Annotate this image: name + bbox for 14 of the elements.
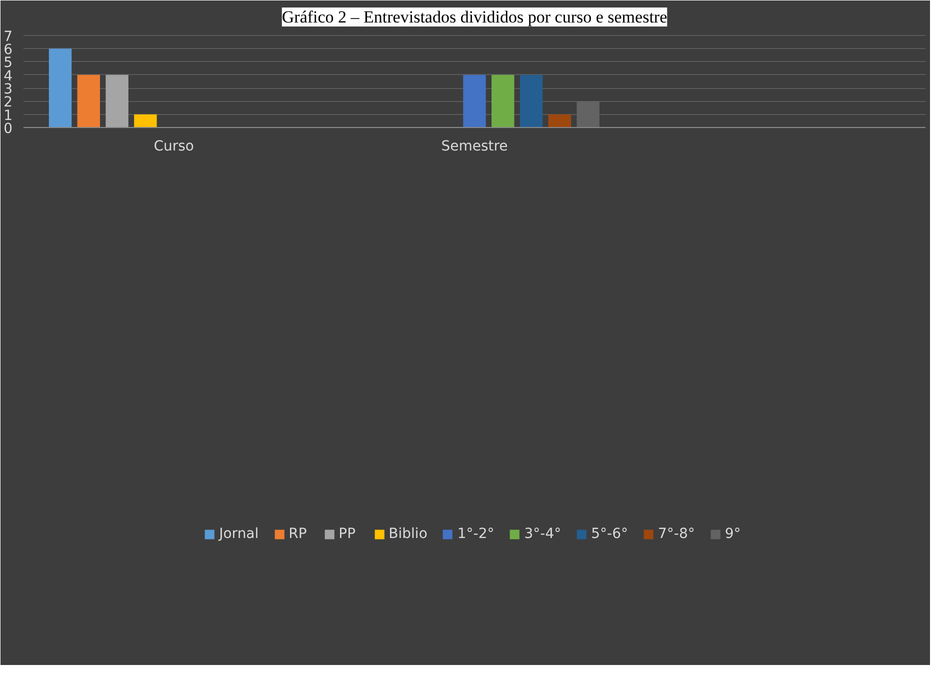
legend-label: 3°-4° [524,526,562,542]
legend-label: Jornal [219,526,259,542]
x-tick-label: Semestre [441,138,508,154]
legend-label: Biblio [388,526,428,542]
y-tick-label: 0 [4,121,13,137]
legend-label: 9° [724,526,742,542]
x-tick-label: Curso [154,138,194,154]
legend-label: 1°-2° [457,526,494,542]
legend-label: 5°-6° [591,526,628,542]
legend-label: 7°-8° [658,526,695,542]
legend-label: RP [288,526,308,542]
y-tick-label: 7 [4,28,13,45]
chart-title: Gráfico 2 – Entrevistados divididos por curso e semestre [282,8,668,26]
legend-label: PP [338,526,357,542]
